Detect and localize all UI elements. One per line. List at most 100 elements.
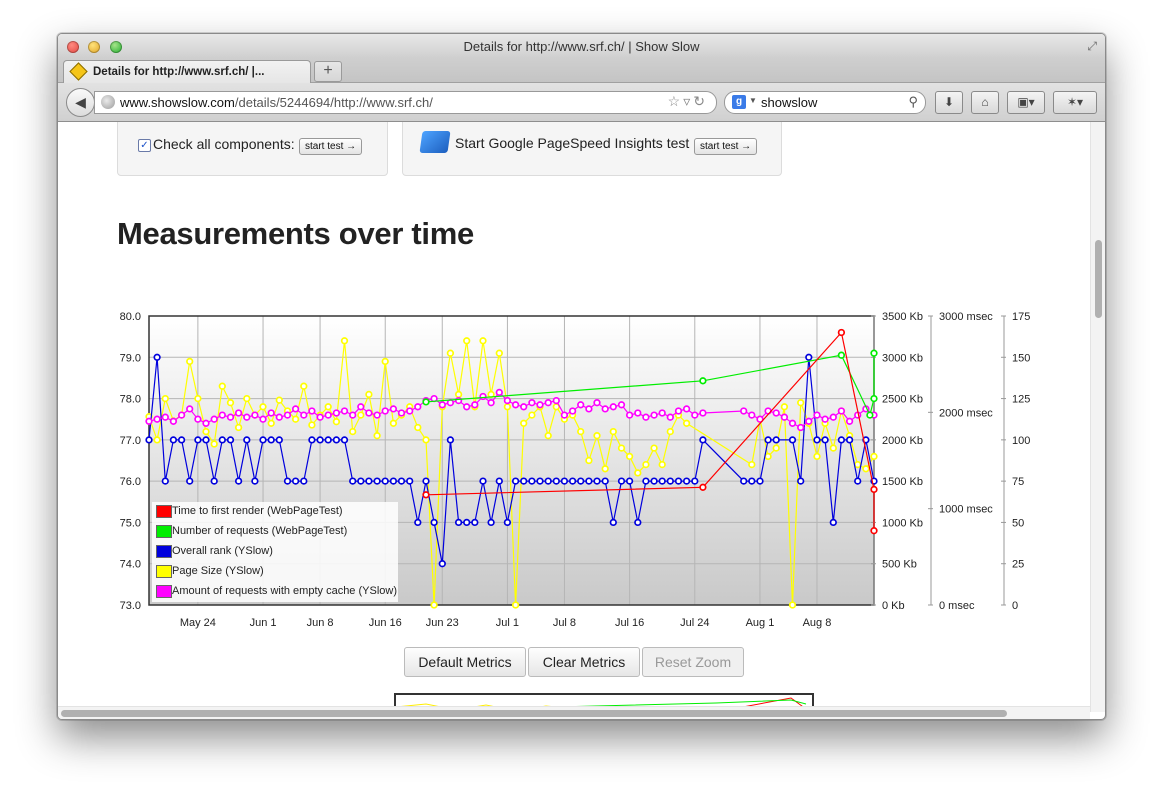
- history-dropdown-icon[interactable]: ▿: [683, 93, 694, 109]
- data-point: [210, 477, 218, 485]
- legend-swatch: [156, 505, 172, 518]
- data-point: [536, 477, 544, 485]
- address-bar[interactable]: www.showslow.com/details/5244694/http://…: [94, 91, 717, 114]
- start-test-button[interactable]: start test →: [299, 138, 363, 155]
- close-icon[interactable]: [67, 41, 79, 53]
- back-arrow-icon: ◀: [75, 94, 86, 110]
- data-point: [234, 409, 243, 417]
- data-point: [650, 444, 658, 452]
- data-point: [511, 477, 520, 485]
- legend-swatch: [156, 545, 172, 558]
- data-point: [422, 477, 430, 485]
- measurements-chart[interactable]: 80.0 79.0 78.0 77.0 76.0 75.0 74.0 73.0 May 24 Ju…: [58, 122, 1090, 712]
- data-point: [625, 452, 634, 461]
- y-axis-size-tick-label: 2500 Kb: [882, 394, 923, 406]
- data-point: [194, 415, 202, 423]
- data-point: [544, 432, 552, 440]
- minimize-icon[interactable]: [88, 41, 101, 53]
- data-point: [601, 405, 609, 413]
- y-axis-count-tick-label: 25: [1012, 559, 1024, 571]
- data-point: [666, 413, 674, 421]
- x-tick-label: Jun 16: [369, 617, 402, 629]
- series-line: [425, 353, 875, 417]
- horizontal-scrollbar[interactable]: [58, 706, 1090, 719]
- x-tick-label: Aug 8: [803, 617, 832, 629]
- fullscreen-icon[interactable]: ⤢: [1087, 39, 1097, 53]
- pagespeed-start-test-button[interactable]: start test →: [694, 138, 758, 155]
- data-point: [373, 432, 381, 440]
- google-icon[interactable]: g: [732, 95, 746, 109]
- data-point: [218, 436, 226, 444]
- data-point: [699, 377, 707, 385]
- y-axis-count-tick-label: 150: [1012, 352, 1030, 364]
- data-point: [357, 477, 365, 485]
- address-url[interactable]: www.showslow.com/details/5244694/http://…: [120, 95, 433, 110]
- data-point: [430, 518, 438, 527]
- legend-swatch: [156, 525, 172, 538]
- data-point: [259, 436, 267, 444]
- data-point: [357, 403, 365, 411]
- x-tick-label: Jul 1: [496, 617, 519, 629]
- data-point: [854, 477, 862, 485]
- data-point: [805, 417, 813, 425]
- data-point: [577, 401, 585, 409]
- page-content: ✓ Check all components: start test → Sta…: [58, 122, 1090, 712]
- home-button[interactable]: ⌂: [971, 91, 999, 114]
- showslow-favicon-icon: [69, 62, 88, 81]
- bookmarks-menu-button[interactable]: ▣▾: [1007, 91, 1045, 114]
- data-point: [454, 518, 463, 527]
- magnifier-icon[interactable]: ⚲: [908, 94, 918, 109]
- data-point: [479, 337, 487, 345]
- window-title: Details for http://www.srf.ch/ | Show Sl…: [463, 39, 700, 54]
- vertical-scrollbar[interactable]: [1090, 122, 1105, 712]
- data-point: [609, 403, 617, 411]
- tab-details[interactable]: Details for http://www.srf.ch/ |...: [63, 60, 311, 83]
- data-point: [520, 403, 528, 411]
- vertical-scroll-thumb[interactable]: [1095, 240, 1102, 318]
- data-point: [202, 427, 210, 436]
- y-axis-count-tick-label: 125: [1012, 394, 1030, 406]
- data-point: [153, 415, 161, 423]
- data-point: [446, 349, 455, 357]
- reload-icon[interactable]: ↻: [693, 93, 708, 109]
- x-tick-label: Jul 8: [553, 617, 576, 629]
- data-point: [194, 436, 202, 444]
- data-point: [634, 469, 642, 477]
- data-point: [495, 388, 503, 397]
- data-point: [324, 411, 332, 419]
- data-point: [813, 452, 821, 461]
- data-point: [186, 357, 194, 366]
- data-point: [234, 423, 243, 432]
- search-box[interactable]: g ▼ showslow ⚲: [724, 91, 926, 114]
- data-point: [772, 444, 780, 452]
- search-engine-dropdown-icon[interactable]: ▼: [749, 96, 757, 105]
- horizontal-scroll-thumb[interactable]: [61, 710, 1007, 717]
- data-point: [585, 477, 593, 485]
- tools-menu-button[interactable]: ✶▾: [1053, 91, 1097, 114]
- data-point: [177, 411, 186, 419]
- data-point: [316, 413, 324, 421]
- default-metrics-button[interactable]: Default Metrics: [404, 647, 526, 677]
- data-point: [373, 411, 381, 419]
- y-axis-size-tick-label: 1000 Kb: [882, 517, 923, 529]
- data-point: [511, 601, 520, 609]
- y-axis-size-tick-label: 3000 Kb: [882, 352, 923, 364]
- browser-window: Details for http://www.srf.ch/ | Show Sl…: [57, 33, 1106, 720]
- data-point: [788, 419, 797, 427]
- data-point: [682, 405, 691, 413]
- data-point: [634, 409, 642, 417]
- back-button[interactable]: ◀: [66, 88, 95, 117]
- data-point: [870, 349, 878, 357]
- bookmark-star-icon[interactable]: ☆: [667, 93, 684, 109]
- data-point: [324, 436, 332, 444]
- downloads-button[interactable]: ⬇: [935, 91, 963, 114]
- data-point: [552, 477, 560, 485]
- new-tab-button[interactable]: +: [314, 61, 342, 82]
- data-point: [658, 460, 666, 469]
- search-input[interactable]: showslow: [761, 95, 818, 110]
- tab-label: Details for http://www.srf.ch/ |...: [93, 66, 265, 78]
- data-point: [145, 417, 153, 425]
- check-all-checkbox[interactable]: ✓: [138, 139, 151, 152]
- clear-metrics-button[interactable]: Clear Metrics: [528, 647, 640, 677]
- zoom-icon[interactable]: [109, 41, 122, 53]
